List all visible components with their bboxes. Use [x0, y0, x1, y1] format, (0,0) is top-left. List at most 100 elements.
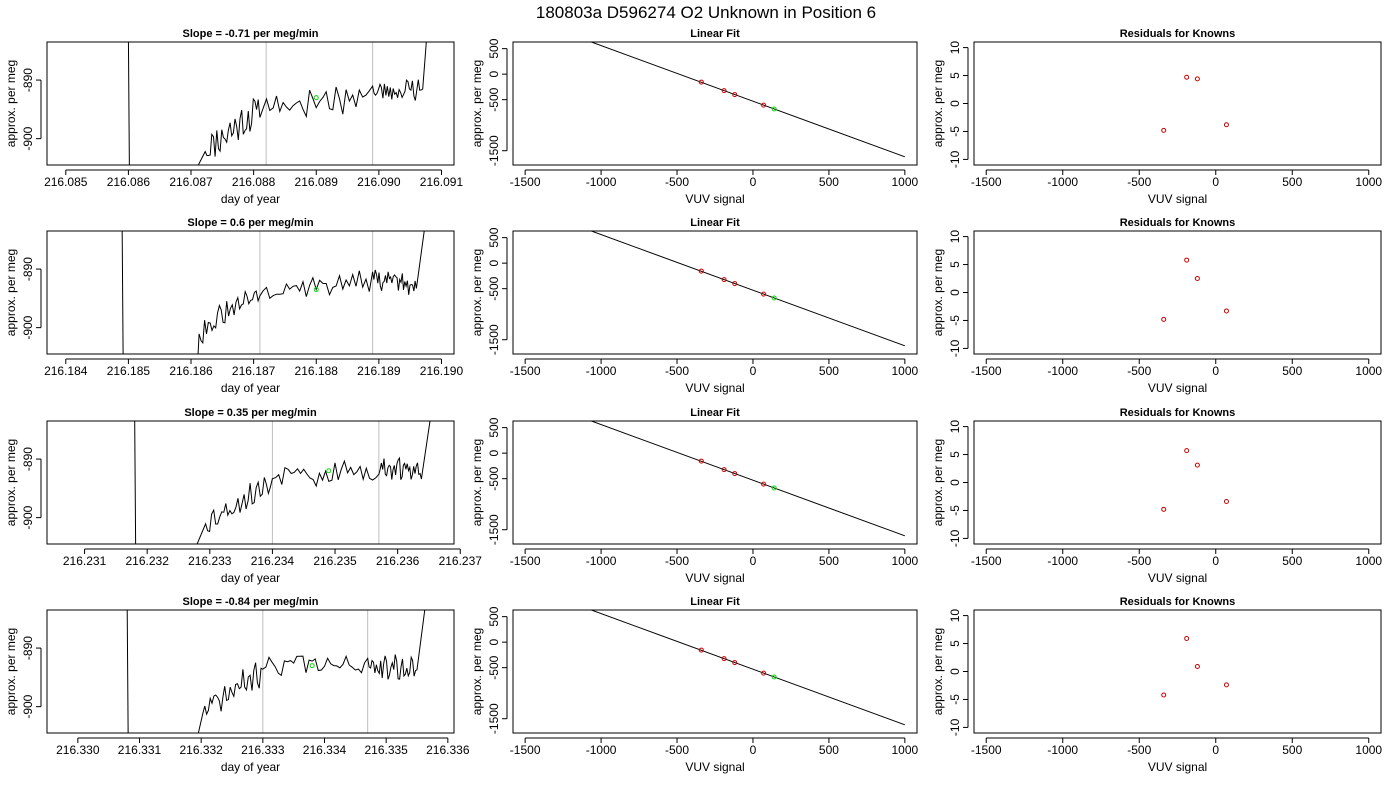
plot-area — [589, 610, 906, 726]
x-tick-label: 0 — [750, 743, 757, 757]
panel-title: Slope = 0.6 per meg/min — [187, 217, 314, 229]
residual-point — [1184, 74, 1190, 80]
x-tick-label: -500 — [1127, 175, 1151, 189]
plot-frame — [46, 41, 455, 166]
x-tick-label: 500 — [819, 554, 839, 568]
x-tick-label: 0 — [750, 364, 757, 378]
y-tick-label: 0 — [487, 70, 501, 77]
y-axis-label: approx. per meg — [4, 249, 18, 336]
panel-title: Residuals for Knowns — [1120, 217, 1236, 229]
unknown-point — [326, 468, 332, 474]
x-tick-label: 216.334 — [303, 743, 347, 757]
signal-line — [197, 231, 425, 354]
panel-linear_fit-1: Linear Fit -1500 -1000 -500 0 500 1000 VUV sign… — [470, 28, 919, 206]
residual-point — [1194, 462, 1200, 468]
y-tick-label: -1500 — [487, 514, 501, 545]
residual-point — [1223, 308, 1229, 314]
x-tick-label: 0 — [750, 175, 757, 189]
x-tick-label: 1000 — [891, 364, 918, 378]
y-tick-label: -10 — [948, 718, 962, 736]
y-tick-label: 0 — [487, 259, 501, 266]
x-tick-label: 1000 — [1355, 175, 1382, 189]
plot-area — [1161, 448, 1229, 512]
y-tick-label: -500 — [487, 276, 501, 300]
x-tick-label: 216.088 — [232, 175, 276, 189]
x-tick-label: 1000 — [1355, 554, 1382, 568]
y-tick-label: 0 — [948, 100, 962, 107]
known-point — [721, 656, 727, 662]
residual-point — [1194, 276, 1200, 282]
signal-line — [196, 421, 431, 544]
x-tick-label: 216.087 — [169, 175, 213, 189]
x-tick-label: -1500 — [971, 743, 1002, 757]
plot-frame — [512, 609, 918, 734]
y-axis-label: approx. per meg — [931, 628, 945, 715]
residual-point — [1194, 76, 1200, 82]
x-tick-label: -1500 — [971, 554, 1002, 568]
x-tick-label: -500 — [1127, 743, 1151, 757]
x-tick-label: 500 — [1282, 175, 1302, 189]
x-tick-label: 216.336 — [426, 743, 470, 757]
y-tick-label: -900 — [21, 126, 35, 150]
residual-point — [1161, 316, 1167, 322]
known-point — [721, 467, 727, 473]
y-tick-label: -900 — [21, 505, 35, 529]
panel-title: Linear Fit — [690, 28, 740, 40]
known-point — [698, 458, 704, 464]
x-axis-label: day of year — [221, 192, 280, 206]
fit-line — [589, 421, 906, 537]
signal-line — [197, 610, 426, 733]
plot-area — [1161, 636, 1229, 698]
y-axis-label: approx. per meg — [931, 439, 945, 526]
x-axis-label: VUV signal — [1148, 192, 1207, 206]
x-tick-label: -1000 — [586, 175, 617, 189]
known-point — [698, 647, 704, 653]
x-tick-label: -1000 — [586, 554, 617, 568]
y-tick-label: -1500 — [487, 703, 501, 734]
unknown-point — [771, 295, 777, 301]
x-tick-label: -1500 — [971, 364, 1002, 378]
plot-frame — [46, 420, 455, 545]
known-point — [698, 79, 704, 85]
x-tick-label: 500 — [819, 743, 839, 757]
plot-frame — [973, 420, 1382, 545]
panel-timeseries-4: Slope = -0.84 per meg/min 216.330 216.331 2… — [4, 596, 470, 774]
x-tick-label: -1000 — [1047, 175, 1078, 189]
x-axis-label: VUV signal — [685, 381, 744, 395]
known-point — [732, 660, 738, 666]
unknown-point — [771, 674, 777, 680]
panel-residuals-2: Residuals for Knowns -1500 -1000 -500 0 500 10… — [931, 217, 1382, 395]
x-tick-label: 216.085 — [44, 175, 88, 189]
x-axis-label: VUV signal — [1148, 571, 1207, 585]
y-axis-label: approx. per meg — [470, 60, 484, 147]
x-tick-label: -1000 — [586, 743, 617, 757]
x-tick-label: 216.332 — [179, 743, 223, 757]
x-axis-label: day of year — [221, 381, 280, 395]
x-tick-label: 216.090 — [357, 175, 401, 189]
y-tick-label: -890 — [21, 68, 35, 92]
x-tick-label: 216.188 — [295, 364, 339, 378]
y-tick-label: 0 — [487, 449, 501, 456]
y-tick-label: 5 — [948, 451, 962, 458]
x-tick-label: 216.236 — [376, 554, 420, 568]
fit-line — [589, 42, 906, 158]
x-tick-label: 1000 — [891, 175, 918, 189]
plot-frame — [973, 230, 1382, 355]
residual-point — [1184, 257, 1190, 263]
x-tick-label: 1000 — [891, 554, 918, 568]
x-tick-label: -1000 — [586, 364, 617, 378]
y-tick-label: 5 — [948, 72, 962, 79]
x-tick-label: 216.184 — [44, 364, 88, 378]
x-tick-label: 216.335 — [364, 743, 408, 757]
y-tick-label: -1500 — [487, 135, 501, 166]
x-tick-label: -1000 — [1047, 364, 1078, 378]
x-tick-label: 500 — [1282, 743, 1302, 757]
panel-timeseries-3: Slope = 0.35 per meg/min 216.231 216.232 21… — [4, 407, 482, 585]
y-tick-label: -500 — [487, 655, 501, 679]
residual-point — [1223, 682, 1229, 688]
x-tick-label: 216.086 — [107, 175, 151, 189]
x-tick-label: -1500 — [510, 554, 541, 568]
x-tick-label: 0 — [1212, 554, 1219, 568]
main-title: 180803a D596274 O2 Unknown in Position 6 — [536, 3, 876, 22]
